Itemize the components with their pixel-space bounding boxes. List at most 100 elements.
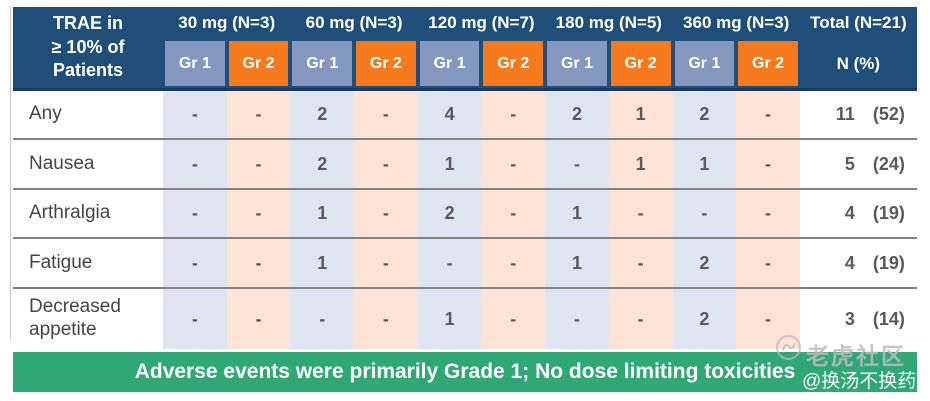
total-pct: (19) [872, 252, 905, 273]
value-cell: - [354, 91, 418, 138]
value-cell: 2 [672, 91, 737, 138]
value-cell: 1 [545, 190, 609, 237]
value-cell: - [608, 190, 673, 237]
value-cell: - [226, 91, 291, 138]
grade-header-gr2: Gr 2 [608, 39, 673, 88]
value-cell: - [163, 289, 227, 349]
value-cell: - [545, 140, 609, 188]
grade-header-gr1: Gr 1 [163, 39, 227, 88]
trae-table: TRAE in ≥ 10% of Patients 30 mg (N=3) 60… [13, 7, 917, 349]
total-cell: 11 (52) [799, 91, 917, 138]
watermark-handle: @换汤不换药 [802, 371, 917, 392]
watermark-community-name: 老虎社区 [806, 343, 906, 369]
value-cell: 1 [608, 91, 673, 138]
value-cell: - [608, 239, 673, 287]
row-label: Any [13, 91, 163, 138]
grade-header-gr2: Gr 2 [736, 39, 800, 88]
value-cell: 2 [672, 289, 737, 349]
grade-header-gr1: Gr 1 [672, 39, 737, 88]
value-cell: 4 [417, 91, 482, 138]
value-cell: 2 [417, 190, 482, 237]
value-cell: - [481, 190, 546, 237]
grade-header-gr1: Gr 1 [545, 39, 609, 88]
value-cell: - [354, 289, 418, 349]
table-row: Fatigue - -1- - -1-2-4 (19) [13, 237, 917, 287]
value-cell: 1 [545, 239, 609, 287]
total-cell: 5 (24) [799, 140, 917, 188]
total-subheader: N (%) [836, 53, 881, 73]
value-cell: - [417, 239, 482, 287]
value-cell: - [481, 140, 546, 188]
value-cell: - [608, 289, 673, 349]
value-cell: 1 [417, 289, 482, 349]
value-cell: - [163, 91, 227, 138]
total-n: 4 [844, 203, 855, 223]
total-n: 4 [844, 252, 855, 273]
value-cell: - [226, 239, 291, 287]
value-cell: 2 [290, 91, 355, 138]
value-cell: - [354, 190, 418, 237]
table-row: Nausea - -2-1- -1 1-5 (24) [13, 138, 917, 188]
value-cell: - [481, 91, 546, 138]
value-cell: - [226, 289, 291, 349]
left-edge-line [10, 7, 11, 340]
table-row: Decreased appetite - - - -1- - -2-3 (14) [13, 287, 917, 349]
value-cell: - [226, 140, 291, 188]
value-cell: 2 [672, 239, 737, 287]
dose-header-30mg: 30 mg (N=3) [178, 13, 276, 32]
dose-header-180mg: 180 mg (N=5) [555, 13, 662, 32]
total-n: 11 [835, 104, 855, 124]
row-label: Arthralgia [13, 190, 163, 237]
corner-header: TRAE in ≥ 10% of Patients [13, 7, 163, 88]
value-cell: - [736, 239, 800, 287]
corner-line-3: Patients [52, 60, 124, 81]
value-cell: - [354, 140, 418, 188]
conclusion-banner: Adverse events were primarily Grade 1; N… [13, 352, 917, 392]
total-cell: 4 (19) [799, 239, 917, 287]
row-label: Fatigue [13, 239, 163, 287]
value-cell: - [163, 239, 227, 287]
value-cell: - [736, 289, 800, 349]
value-cell: - [545, 289, 609, 349]
value-cell: - [736, 190, 800, 237]
value-cell: 2 [545, 91, 609, 138]
table-row: Any - -2-4-2 1 2-11 (52) [13, 91, 917, 138]
value-cell: - [736, 140, 800, 188]
value-cell: - [163, 140, 227, 188]
total-n: 5 [844, 153, 855, 174]
row-label: Nausea [13, 140, 163, 188]
dose-header-60mg: 60 mg (N=3) [305, 13, 403, 32]
value-cell: - [672, 190, 737, 237]
dose-header-360mg: 360 mg (N=3) [683, 13, 790, 32]
total-cell: 3 (14) [799, 289, 917, 349]
value-cell: - [226, 190, 291, 237]
value-cell: 1 [290, 190, 355, 237]
grade-header-gr1: Gr 1 [417, 39, 482, 88]
value-cell: 1 [290, 239, 355, 287]
tiger-community-logo-icon [776, 335, 801, 360]
value-cell: - [290, 289, 355, 349]
dose-header-120mg: 120 mg (N=7) [428, 13, 535, 32]
total-pct: (52) [872, 104, 905, 124]
value-cell: - [354, 239, 418, 287]
grade-header-gr1: Gr 1 [290, 39, 355, 88]
table-header: TRAE in ≥ 10% of Patients 30 mg (N=3) 60… [13, 7, 917, 91]
value-cell: - [481, 239, 546, 287]
value-cell: - [481, 289, 546, 349]
corner-line-1: TRAE in [53, 13, 123, 34]
total-pct: (14) [872, 308, 905, 329]
total-pct: (19) [872, 203, 905, 223]
row-label: Decreased appetite [13, 289, 163, 349]
total-n: 3 [844, 308, 855, 329]
table-row: Arthralgia - -1-2-1- - -4 (19) [13, 188, 917, 237]
grade-header-gr2: Gr 2 [481, 39, 546, 88]
value-cell: 2 [290, 140, 355, 188]
total-cell: 4 (19) [799, 190, 917, 237]
grade-header-gr2: Gr 2 [226, 39, 291, 88]
value-cell: 1 [672, 140, 737, 188]
value-cell: 1 [608, 140, 673, 188]
value-cell: - [736, 91, 800, 138]
grade-header-gr2: Gr 2 [354, 39, 418, 88]
total-header: Total (N=21) [810, 13, 907, 32]
